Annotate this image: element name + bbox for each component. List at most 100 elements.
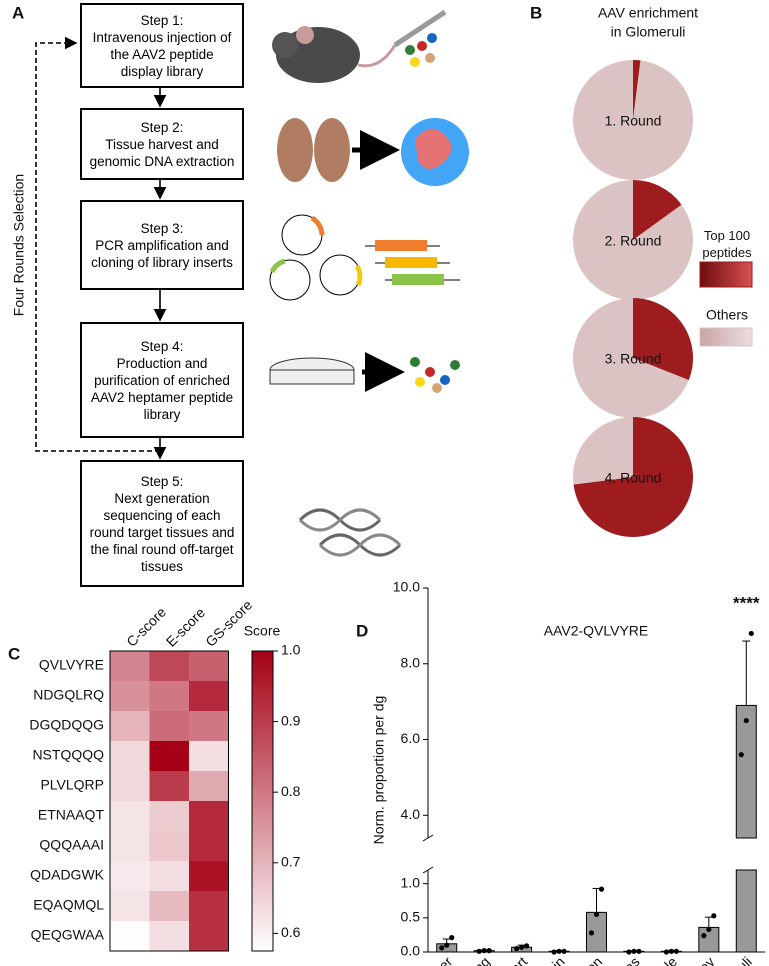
legend-line: Top 100	[704, 228, 750, 243]
data-point	[514, 945, 520, 952]
pie-label: 2. Round	[605, 233, 662, 249]
legend-swatch	[699, 327, 753, 347]
heat-cell	[110, 651, 150, 681]
heat-cell	[149, 831, 189, 861]
colorbar-tick-label: 0.8	[281, 783, 301, 799]
step-box: Step 3: PCR amplification and cloning of …	[80, 200, 244, 290]
step-title: Step 1:	[140, 12, 184, 28]
y-tick-label: 4.0	[401, 806, 421, 822]
step-box: Step 2: Tissue harvest and genomic DNA ex…	[80, 108, 244, 180]
y-tick-label: 6.0	[401, 730, 421, 746]
row-label: NDGQLRQ	[33, 687, 104, 703]
panel-label: C	[8, 644, 20, 663]
data-point	[711, 913, 717, 919]
heat-cell	[110, 891, 150, 921]
heat-cell	[149, 801, 189, 831]
colorbar-title: Score	[244, 623, 281, 639]
data-point	[738, 752, 744, 758]
heat-cell	[149, 741, 189, 771]
data-point	[524, 943, 530, 949]
pie-slice	[633, 60, 641, 120]
step-box: Step 4: Production and purification of en…	[80, 322, 244, 438]
colorbar-tick-label: 0.6	[281, 924, 301, 940]
x-tick-label: Brain	[533, 953, 567, 966]
step-text: PCR amplification and cloning of library…	[91, 237, 233, 270]
data-point	[556, 948, 562, 954]
step-text: Intravenous injection of the AAV2 peptid…	[92, 29, 232, 79]
step-title: Step 4:	[140, 338, 184, 354]
step-text: Next generation sequencing of each round…	[89, 490, 235, 574]
bar	[735, 704, 757, 839]
heat-cell	[110, 771, 150, 801]
data-point	[701, 933, 707, 939]
axis-break	[422, 866, 434, 874]
x-tick-label: Kidney	[676, 953, 718, 966]
chart-title: AAV2-QVLVYRE	[544, 623, 649, 639]
step-title: Step 3:	[140, 220, 184, 236]
illustrations	[269, 9, 469, 557]
heat-cell	[149, 651, 189, 681]
heat-cell	[189, 891, 229, 921]
data-point	[444, 942, 450, 948]
y-tick-label: 10.0	[393, 579, 420, 595]
col-label: C-score	[123, 604, 169, 650]
heat-cell	[149, 861, 189, 891]
data-point	[748, 630, 754, 637]
heatmap-frame	[109, 650, 229, 952]
row-label: DGQDQQG	[29, 717, 104, 733]
heat-cell	[110, 681, 150, 711]
heat-cell	[110, 831, 150, 861]
data-point	[519, 944, 525, 950]
x-tick-label: Lung	[460, 953, 493, 966]
row-label: PLVLQRP	[40, 777, 104, 793]
row-label: EQAQMQL	[33, 897, 104, 913]
pie-slice	[572, 60, 693, 181]
loop-label: Four Rounds Selection	[11, 174, 27, 316]
colorbar-tick-label: 0.9	[281, 712, 301, 728]
step-title: Step 5:	[140, 473, 184, 489]
data-point	[439, 945, 445, 951]
data-point	[673, 948, 679, 954]
pie-slice	[633, 298, 693, 381]
legend-line: peptides	[702, 245, 752, 260]
legend-label: Others	[706, 307, 748, 323]
heat-cell	[110, 861, 150, 891]
step-text: Production and purification of enriched …	[90, 355, 234, 422]
heat-cell	[189, 651, 229, 681]
colorbar-tick-label: 1.0	[281, 642, 301, 658]
step-box: Step 1: Intravenous injection of the AAV2…	[80, 3, 244, 88]
data-point	[626, 949, 632, 955]
x-tick-label: Heart	[495, 953, 531, 966]
heat-cell	[149, 921, 189, 951]
step-text: Tissue harvest and genomic DNA extractio…	[89, 136, 235, 169]
pie-label: 1. Round	[605, 113, 662, 129]
data-point	[598, 886, 605, 892]
row-label: QQQAAAI	[39, 837, 104, 853]
data-point	[588, 930, 595, 936]
data-point	[743, 717, 749, 724]
y-tick-label: 8.0	[401, 654, 421, 670]
heat-cell	[189, 831, 229, 861]
data-point	[476, 948, 482, 954]
data-point	[706, 926, 712, 933]
y-tick-label: 1.0	[401, 874, 421, 890]
heat-cell	[189, 861, 229, 891]
step-box: Step 5: Next generation sequencing of eac…	[80, 460, 244, 587]
heat-cell	[110, 921, 150, 951]
data-point	[636, 948, 642, 954]
colorbar	[251, 650, 274, 952]
chart-title: in Glomeruli	[611, 24, 686, 40]
row-label: ETNAAQT	[38, 807, 105, 823]
data-point	[631, 948, 637, 954]
axis-break	[422, 834, 434, 842]
heat-cell	[189, 681, 229, 711]
x-tick-label: Muscle	[637, 953, 680, 966]
heat-cell	[149, 771, 189, 801]
row-label: QDADGWK	[30, 867, 105, 883]
pie-label: 3. Round	[605, 351, 662, 367]
heat-cell	[149, 711, 189, 741]
data-point	[561, 948, 567, 954]
significance: ****	[733, 593, 760, 612]
